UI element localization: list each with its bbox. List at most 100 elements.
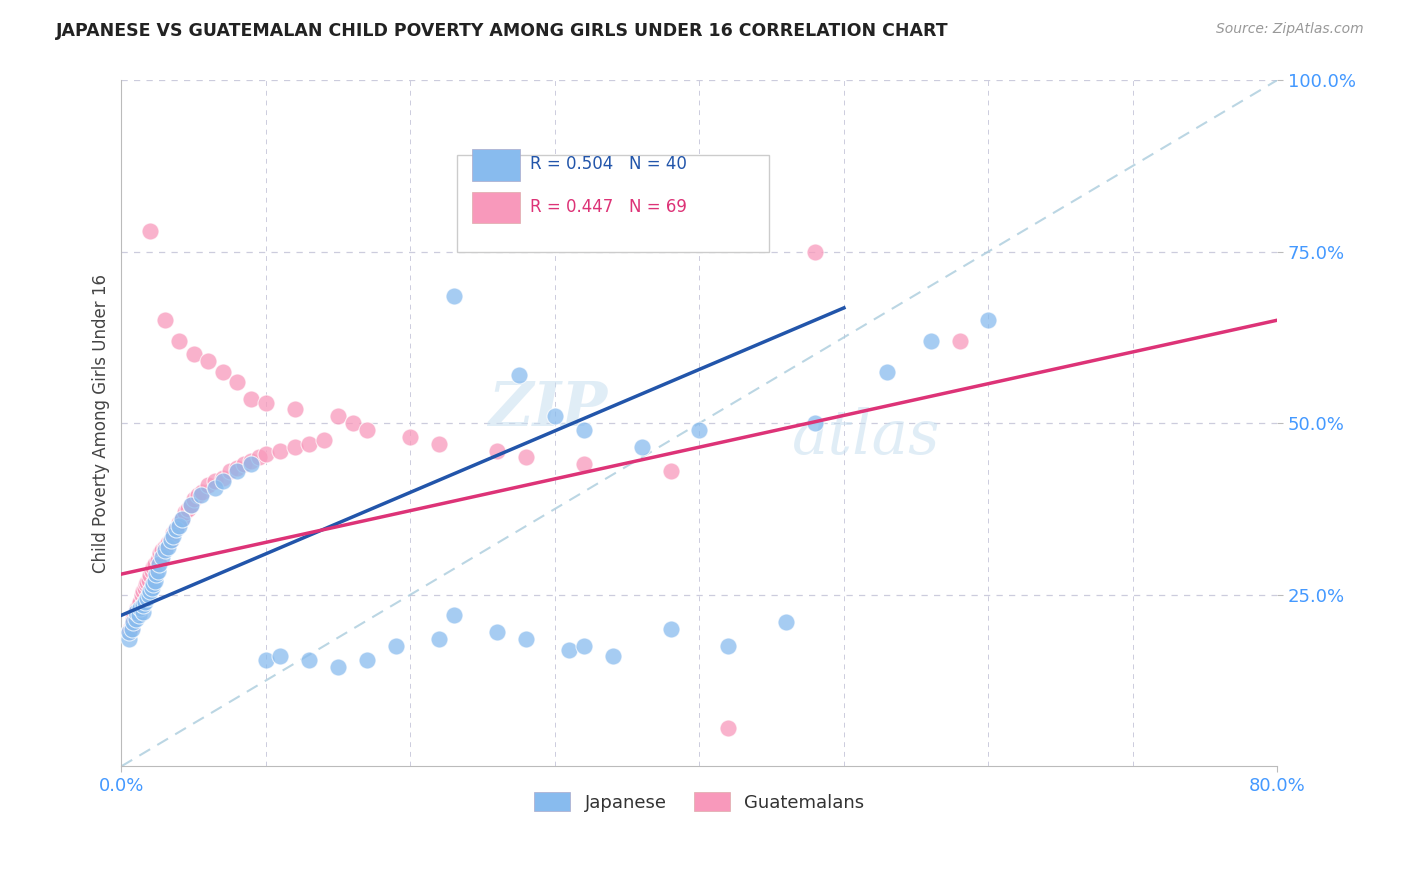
Legend: Japanese, Guatemalans: Japanese, Guatemalans xyxy=(527,785,872,819)
Japanese xyxy=(804,416,827,430)
Japanese xyxy=(920,334,942,348)
Guatemalans xyxy=(136,575,159,590)
Japanese xyxy=(240,457,263,471)
Japanese xyxy=(254,653,277,667)
Guatemalans xyxy=(121,618,143,632)
Guatemalans xyxy=(342,416,364,430)
Japanese xyxy=(356,653,378,667)
Japanese xyxy=(558,642,581,657)
Guatemalans xyxy=(131,588,153,602)
Japanese xyxy=(443,289,465,303)
Japanese xyxy=(136,591,159,606)
Japanese xyxy=(118,632,141,647)
Japanese xyxy=(977,313,1000,327)
Japanese xyxy=(146,564,169,578)
Guatemalans xyxy=(191,484,214,499)
Guatemalans xyxy=(127,601,149,615)
Japanese xyxy=(180,499,202,513)
Japanese xyxy=(145,567,167,582)
Japanese xyxy=(148,557,170,571)
Japanese xyxy=(125,605,148,619)
Japanese xyxy=(508,368,530,382)
Guatemalans xyxy=(284,440,307,454)
Guatemalans xyxy=(356,423,378,437)
Guatemalans xyxy=(159,533,181,547)
Guatemalans xyxy=(149,547,172,561)
Guatemalans xyxy=(572,457,595,471)
Guatemalans xyxy=(128,598,150,612)
Japanese xyxy=(162,529,184,543)
Japanese xyxy=(132,598,155,612)
Guatemalans xyxy=(129,594,152,608)
Text: R = 0.504   N = 40: R = 0.504 N = 40 xyxy=(530,155,686,173)
Japanese xyxy=(138,588,160,602)
Japanese xyxy=(659,622,682,636)
Guatemalans xyxy=(153,540,176,554)
Japanese xyxy=(269,649,291,664)
Japanese xyxy=(515,632,537,647)
Guatemalans xyxy=(165,523,187,537)
Guatemalans xyxy=(122,612,145,626)
Japanese xyxy=(165,523,187,537)
FancyBboxPatch shape xyxy=(471,192,520,223)
Japanese xyxy=(172,512,194,526)
Japanese xyxy=(142,577,165,591)
Guatemalans xyxy=(125,605,148,619)
Guatemalans xyxy=(328,409,350,424)
Japanese xyxy=(150,549,173,564)
Guatemalans xyxy=(254,447,277,461)
Japanese xyxy=(602,649,624,664)
Guatemalans xyxy=(124,608,146,623)
Japanese xyxy=(775,615,797,629)
Japanese xyxy=(121,622,143,636)
Japanese xyxy=(443,608,465,623)
Guatemalans xyxy=(142,560,165,574)
Japanese xyxy=(717,639,740,653)
Japanese xyxy=(139,584,162,599)
Guatemalans xyxy=(172,512,194,526)
Japanese xyxy=(156,540,179,554)
Guatemalans xyxy=(143,557,166,571)
Japanese xyxy=(211,475,233,489)
Guatemalans xyxy=(141,564,163,578)
Japanese xyxy=(125,612,148,626)
Text: ZIP: ZIP xyxy=(488,379,607,440)
Guatemalans xyxy=(240,392,263,406)
Guatemalans xyxy=(118,625,141,640)
Guatemalans xyxy=(132,584,155,599)
Text: R = 0.447   N = 69: R = 0.447 N = 69 xyxy=(530,198,686,216)
Guatemalans xyxy=(177,502,200,516)
Guatemalans xyxy=(180,499,202,513)
Guatemalans xyxy=(233,457,256,471)
Japanese xyxy=(129,601,152,615)
Guatemalans xyxy=(211,471,233,485)
Guatemalans xyxy=(204,475,226,489)
Guatemalans xyxy=(211,365,233,379)
Guatemalans xyxy=(135,577,157,591)
Guatemalans xyxy=(312,434,335,448)
Guatemalans xyxy=(167,334,190,348)
Japanese xyxy=(167,519,190,533)
Japanese xyxy=(630,440,652,454)
Guatemalans xyxy=(226,460,249,475)
Guatemalans xyxy=(254,395,277,409)
Japanese xyxy=(134,594,156,608)
Guatemalans xyxy=(197,478,219,492)
Guatemalans xyxy=(515,450,537,465)
Japanese xyxy=(876,365,898,379)
Guatemalans xyxy=(183,491,205,506)
Japanese xyxy=(118,625,141,640)
Japanese xyxy=(159,533,181,547)
Guatemalans xyxy=(139,224,162,238)
Japanese xyxy=(153,543,176,558)
Guatemalans xyxy=(134,581,156,595)
Text: atlas: atlas xyxy=(792,407,941,467)
Y-axis label: Child Poverty Among Girls Under 16: Child Poverty Among Girls Under 16 xyxy=(93,274,110,573)
FancyBboxPatch shape xyxy=(471,149,520,181)
Text: Source: ZipAtlas.com: Source: ZipAtlas.com xyxy=(1216,22,1364,37)
Guatemalans xyxy=(269,443,291,458)
Guatemalans xyxy=(174,505,197,519)
Japanese xyxy=(688,423,710,437)
Japanese xyxy=(143,574,166,588)
Japanese xyxy=(298,653,321,667)
